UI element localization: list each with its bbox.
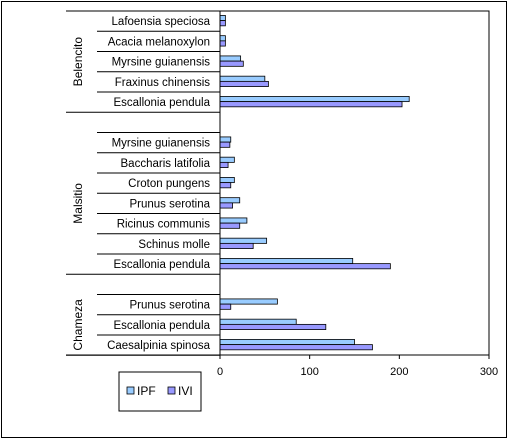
group-label: Chameza — [71, 299, 85, 351]
bar-ivi — [219, 20, 226, 27]
bar-ipf — [219, 298, 278, 305]
category-label: Caesalpinia spinosa — [107, 340, 211, 352]
bar-ipf — [219, 237, 268, 244]
category-labels: Lafoensia speciosa Acacia melanoxylon Myrs… — [71, 16, 211, 352]
group-label: Belencito — [71, 37, 85, 87]
category-label: Escallonia pendula — [113, 320, 210, 332]
bar-ivi — [219, 80, 269, 87]
bar-ipf — [219, 96, 410, 103]
bar-ipf — [219, 35, 226, 42]
bar-ivi — [219, 182, 232, 189]
axes: 0 100 200 300 — [66, 10, 498, 378]
bar-ipf — [219, 318, 297, 325]
category-label: Fraxinus chinensis — [115, 77, 210, 89]
bar-ivi — [219, 344, 373, 351]
plot-area — [220, 10, 490, 355]
group-label: Malsitio — [71, 183, 85, 224]
bar-ivi — [219, 242, 254, 249]
bar-ipf — [219, 217, 248, 224]
bar-ipf — [219, 75, 266, 82]
bar-ivi — [219, 222, 241, 229]
bar-ipf — [219, 136, 232, 143]
bar-ivi — [219, 40, 226, 47]
bar-ivi — [219, 161, 229, 168]
category-label: Baccharis latifolia — [121, 158, 211, 170]
x-tick-label: 100 — [300, 366, 318, 378]
legend: IPF IVI — [118, 371, 202, 412]
bar-ivi — [219, 141, 231, 148]
category-label: Lafoensia speciosa — [112, 16, 211, 28]
legend-swatch-ivi — [167, 386, 176, 395]
bar-ivi — [219, 263, 391, 270]
category-label: Croton pungens — [128, 178, 210, 190]
category-label: Ricinus communis — [117, 219, 211, 231]
x-tick-label: 200 — [390, 366, 408, 378]
bars — [219, 15, 410, 351]
legend-label-ipf: IPF — [137, 384, 156, 398]
bar-ivi — [219, 101, 403, 108]
bar-ipf — [219, 197, 241, 204]
category-label: Myrsine guianensis — [112, 57, 211, 69]
category-label: Prunus serotina — [129, 300, 210, 312]
bar-ipf — [219, 258, 354, 265]
bar-ivi — [219, 60, 244, 67]
category-label: Prunus serotina — [129, 198, 210, 210]
x-tick-label: 0 — [217, 366, 223, 378]
bar-ipf — [219, 156, 235, 163]
bar-ipf — [219, 177, 235, 184]
category-label: Escallonia pendula — [113, 259, 210, 271]
bar-ipf — [219, 55, 242, 62]
category-label: Myrsine guianensis — [112, 138, 211, 150]
legend-swatch-ipf — [126, 386, 135, 395]
legend-label-ivi: IVI — [178, 384, 193, 398]
x-tick-label: 300 — [480, 366, 498, 378]
bar-ivi — [219, 323, 327, 330]
bar-ipf — [219, 339, 355, 346]
bar-ipf — [219, 15, 226, 22]
category-label: Acacia melanoxylon — [108, 36, 210, 48]
plot-area-border — [220, 10, 490, 355]
category-label: Schinus molle — [138, 239, 210, 251]
bar-ivi — [219, 202, 233, 209]
category-label: Escallonia pendula — [113, 97, 210, 109]
bar-ivi — [219, 303, 232, 310]
